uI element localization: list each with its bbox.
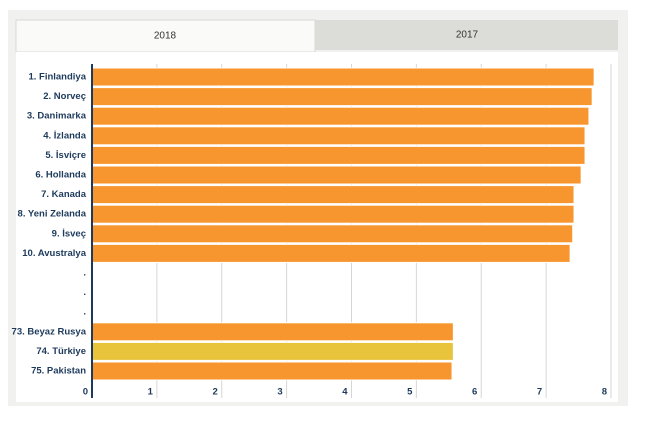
x-tick-label: 8 bbox=[602, 387, 607, 398]
y-tick-label: 6. Hollanda bbox=[35, 170, 86, 181]
bar bbox=[91, 204, 575, 224]
y-tick-label: 74. Türkiye bbox=[36, 346, 86, 357]
bar bbox=[91, 165, 582, 185]
x-tick-label: 4 bbox=[342, 387, 348, 398]
bar bbox=[91, 243, 571, 263]
x-tick-label: 1 bbox=[148, 387, 154, 398]
bar bbox=[91, 322, 454, 342]
bar bbox=[91, 126, 586, 146]
y-tick-label: 7. Kanada bbox=[41, 189, 87, 200]
bar bbox=[91, 341, 454, 361]
x-tick-label: 5 bbox=[407, 387, 413, 398]
y-tick-label: 73. Beyaz Rusya bbox=[12, 326, 87, 337]
y-tick-label: 9. İsveç bbox=[52, 228, 86, 239]
tab-label[interactable]: 2017 bbox=[456, 30, 479, 41]
y-tick-label: 4. İzlanda bbox=[43, 130, 86, 141]
y-tick-label: 10. Avustralya bbox=[22, 248, 86, 259]
y-tick-label: 1. Finlandiya bbox=[28, 72, 86, 83]
y-tick-label: . bbox=[83, 307, 86, 318]
y-tick-label: 5. İsviçre bbox=[45, 150, 86, 161]
x-tick-label: 2 bbox=[212, 387, 217, 398]
bar bbox=[91, 361, 453, 381]
y-tick-label: 3. Danimarka bbox=[27, 111, 87, 122]
bar bbox=[91, 145, 586, 165]
bar bbox=[91, 67, 595, 87]
bar bbox=[91, 185, 575, 205]
y-tick-label: 2. Norveç bbox=[43, 91, 86, 102]
bar bbox=[91, 87, 593, 107]
bar bbox=[91, 224, 574, 244]
x-tick-label: 7 bbox=[537, 387, 542, 398]
x-tick-label: 0 bbox=[83, 387, 88, 398]
tab-active[interactable] bbox=[15, 19, 316, 53]
y-tick-label: 8. Yeni Zelanda bbox=[18, 209, 87, 220]
y-tick-label: . bbox=[83, 287, 86, 298]
tab[interactable] bbox=[315, 20, 618, 50]
y-tick-label: 75. Pakistan bbox=[31, 366, 86, 377]
x-tick-label: 3 bbox=[277, 387, 282, 398]
y-tick-label: . bbox=[83, 268, 86, 279]
tab-label[interactable]: 2018 bbox=[154, 31, 177, 42]
bar bbox=[91, 106, 590, 126]
x-tick-label: 6 bbox=[472, 387, 477, 398]
